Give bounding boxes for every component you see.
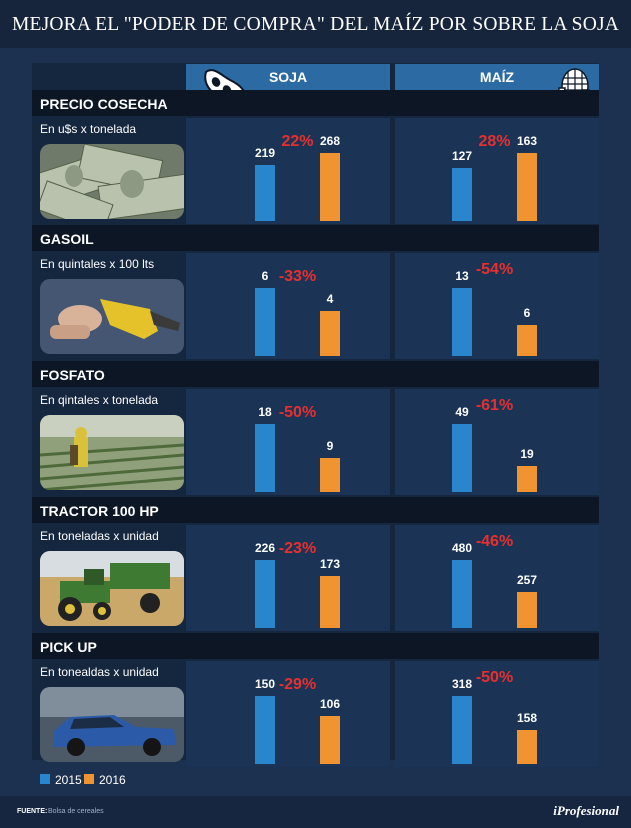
brand-logo: iProfesional [553,803,619,818]
value-label-maiz-2015-0: 127 [451,149,473,163]
fuel-nozzle-photo [40,279,184,354]
page-title: MEJORA EL "PODER DE COMPRA" DEL MAÍZ POR… [11,14,620,35]
section-header-fosfato [32,361,599,387]
section-subtitle-fosfato: En qintales x tonelada [40,393,159,407]
bar-maiz-2016-0 [517,153,537,221]
section-title-tractor: TRACTOR 100 HP [40,503,159,519]
section-header-precio-cosecha [32,90,599,116]
chart-area-soja-4 [186,661,390,767]
section-subtitle-pickup: En tonealdas x unidad [40,665,159,679]
bar-soja-2015-4 [255,696,275,764]
bar-soja-2016-0 [320,153,340,221]
chart-area-maiz-4 [395,661,599,767]
chart-area-maiz-0 [395,118,599,224]
bar-soja-2015-2 [255,424,275,492]
value-label-soja-2015-2: 18 [258,405,272,419]
value-label-maiz-2015-1: 13 [455,269,469,283]
value-label-maiz-2015-4: 318 [451,677,473,691]
section-title-fosfato: FOSFATO [40,367,105,383]
bar-maiz-2015-1 [452,288,472,356]
bar-maiz-2016-2 [517,466,537,492]
percent-change-soja-3: -23% [278,540,317,557]
section-title-pickup: PICK UP [40,639,97,655]
percent-change-soja-4: -29% [278,676,317,693]
bar-soja-2016-2 [320,458,340,492]
chart-area-soja-1 [186,253,390,359]
bar-soja-2016-1 [320,311,340,356]
value-label-soja-2016-3: 173 [319,557,341,571]
percent-change-maiz-3: -46% [475,533,514,550]
legend-swatch-2016 [84,774,94,784]
section-subtitle-tractor: En toneladas x unidad [40,529,159,543]
pickup-truck-photo [40,687,184,762]
legend-label-2015: 2015 [55,773,82,787]
percent-change-maiz-4: -50% [475,669,514,686]
value-label-maiz-2016-4: 158 [516,711,538,725]
bar-maiz-2015-3 [452,560,472,628]
percent-change-soja-1: -33% [278,268,317,285]
tractor-photo [40,551,184,626]
value-label-soja-2016-2: 9 [326,439,334,453]
value-label-soja-2015-3: 226 [254,541,276,555]
bar-maiz-2015-0 [452,168,472,221]
percent-change-soja-2: -50% [278,404,317,421]
chart-area-soja-3 [186,525,390,631]
percent-change-soja-0: 22% [281,133,314,150]
value-label-soja-2015-1: 6 [261,269,269,283]
value-label-maiz-2016-3: 257 [516,573,538,587]
section-header-pickup [32,633,599,659]
value-label-maiz-2016-0: 163 [516,134,538,148]
percent-change-maiz-2: -61% [475,397,514,414]
value-label-maiz-2015-2: 49 [455,405,469,419]
bar-soja-2016-3 [320,576,340,628]
chart-area-maiz-1 [395,253,599,359]
legend-label-2016: 2016 [99,773,126,787]
value-label-soja-2015-4: 150 [254,677,276,691]
percent-change-maiz-0: 28% [478,133,511,150]
value-label-maiz-2016-1: 6 [523,306,531,320]
legend-swatch-2015 [40,774,50,784]
section-header-tractor [32,497,599,523]
footer-bar [0,796,631,828]
bar-maiz-2015-4 [452,696,472,764]
bar-soja-2015-3 [255,560,275,628]
bar-maiz-2016-4 [517,730,537,764]
value-label-maiz-2016-2: 19 [520,447,534,461]
section-header-gasoil [32,225,599,251]
value-label-soja-2016-0: 268 [319,134,341,148]
bar-maiz-2016-1 [517,325,537,356]
value-label-soja-2016-4: 106 [319,697,341,711]
section-title-gasoil: GASOIL [40,231,94,247]
value-label-maiz-2015-3: 480 [451,541,473,555]
chart-area-soja-2 [186,389,390,495]
bar-soja-2015-1 [255,288,275,356]
value-label-soja-2016-1: 4 [326,292,334,306]
section-subtitle-gasoil: En quintales x 100 lts [40,257,155,271]
value-label-soja-2015-0: 219 [254,146,276,160]
title-bar [0,0,631,48]
chart-area-maiz-2 [395,389,599,495]
chart-area-soja-0 [186,118,390,224]
field-spraying-photo [40,415,184,490]
bar-maiz-2016-3 [517,592,537,628]
dollar-bills-photo [40,144,184,219]
percent-change-maiz-1: -54% [475,261,514,278]
source-text: Bolsa de cereales [48,808,104,815]
bar-soja-2015-0 [255,165,275,221]
bar-soja-2016-4 [320,716,340,764]
section-title-precio-cosecha: PRECIO COSECHA [40,96,168,112]
section-subtitle-precio-cosecha: En u$s x tonelada [40,122,137,136]
source-label: FUENTE: [17,808,48,815]
chart-area-maiz-3 [395,525,599,631]
bar-maiz-2015-2 [452,424,472,492]
